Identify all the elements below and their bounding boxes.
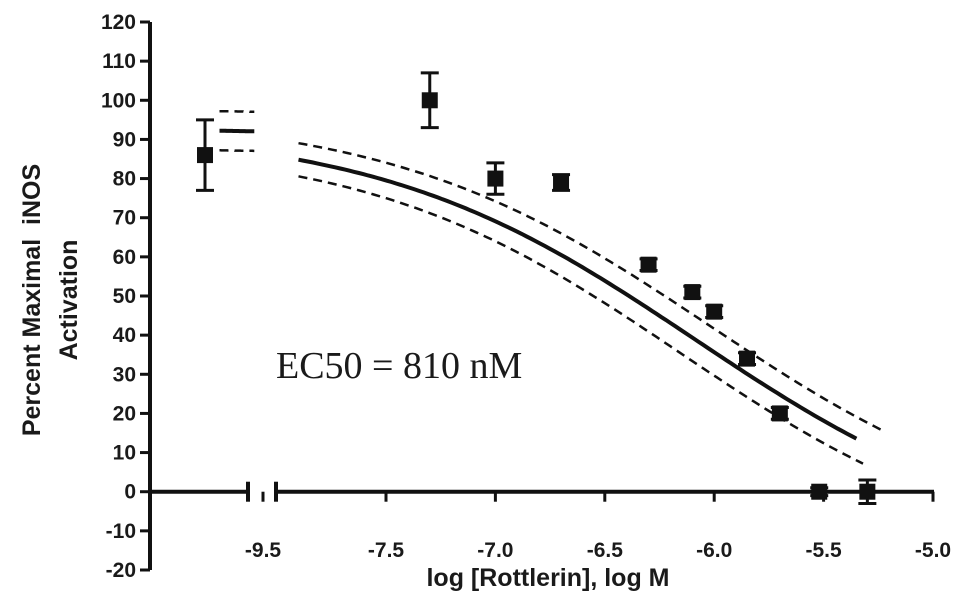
x-tick-label: -6.0 [696, 539, 732, 562]
data-point [706, 303, 723, 320]
ec50-annotation: EC50 = 810 nM [276, 345, 522, 387]
data-point [811, 483, 828, 500]
y-tick-label: 120 [101, 11, 136, 34]
x-tick-label: -5.0 [915, 539, 951, 562]
data-points [196, 71, 877, 505]
axis-labels: log [Rottlerin], log M Percent Maximal iN… [18, 164, 670, 592]
ci-upper-left [219, 109, 255, 113]
y-tick-label: 20 [113, 402, 136, 425]
data-point [771, 405, 788, 422]
y-tick-label: 90 [113, 128, 136, 151]
x-tick-label: -6.5 [587, 539, 624, 562]
y-tick-label: 40 [113, 324, 136, 347]
y-tick-label: 50 [113, 285, 136, 308]
y-tick-label: 60 [113, 246, 136, 269]
y-tick-label: 110 [102, 50, 136, 73]
y-tick-label: -10 [106, 520, 136, 543]
data-point [859, 483, 876, 500]
fit-curve [298, 157, 858, 441]
ci-lower [298, 175, 864, 465]
x-tick-label: -7.5 [368, 539, 405, 562]
y-tick-label: 100 [101, 89, 136, 112]
y-tick-label: 80 [113, 168, 136, 191]
x-tick-label: -5.5 [806, 539, 843, 562]
y-tick-label: -20 [106, 559, 136, 582]
y-tick-label: 0 [124, 481, 136, 504]
data-point [640, 256, 657, 273]
data-point [739, 350, 756, 367]
y-tick-label: 10 [113, 442, 136, 465]
data-point [421, 92, 438, 109]
y-tick-label: 30 [113, 363, 136, 386]
ci-upper [298, 141, 886, 433]
ci-lower-left [219, 149, 255, 153]
x-tick-label: -7.0 [477, 539, 513, 562]
fit-curve-left [219, 128, 255, 134]
y-tick-label: 70 [113, 207, 136, 230]
data-point [684, 284, 701, 301]
data-point [487, 170, 504, 187]
ticks: -20 -10 0 10 20 30 40 50 60 70 80 90 100 110 120 -9.5 -7… [101, 11, 951, 582]
x-tick-label: -9.5 [245, 539, 282, 562]
y-axis-title-line2: Activation [55, 240, 83, 361]
x-axis-title: log [Rottlerin], log M [426, 564, 669, 592]
data-point [553, 174, 570, 191]
y-axis-title-line1: Percent Maximal iNOS [18, 164, 46, 436]
data-point [197, 147, 213, 164]
fit-curves [219, 109, 886, 465]
